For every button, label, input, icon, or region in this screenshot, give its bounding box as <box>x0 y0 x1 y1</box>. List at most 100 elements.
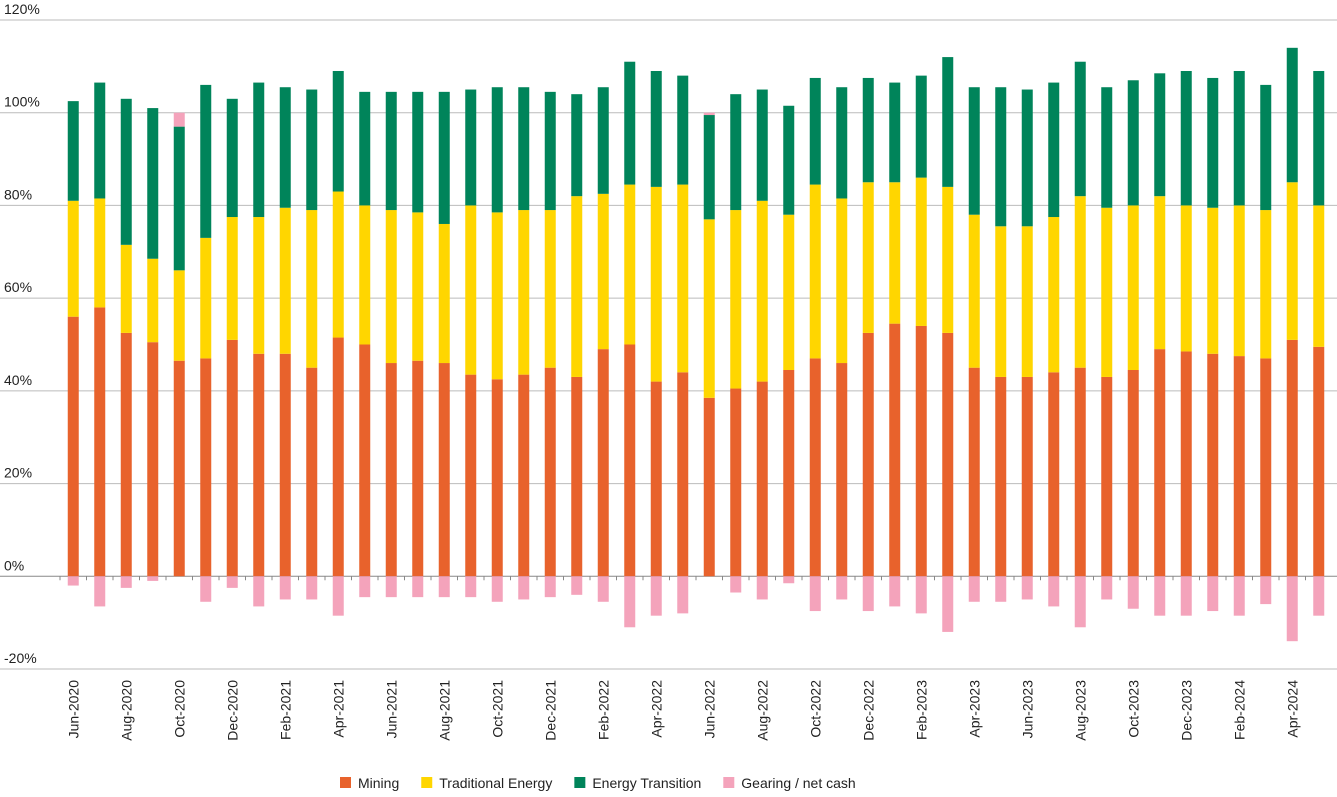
bar-segment <box>1074 576 1086 628</box>
bar-segment <box>518 210 530 375</box>
bar-segment <box>67 101 79 201</box>
legend-swatch <box>340 777 351 788</box>
bar-segment <box>677 372 689 577</box>
bar-segment <box>889 576 901 607</box>
bar-segment <box>1154 196 1166 350</box>
x-tick-label: Feb-2022 <box>595 680 611 740</box>
bar-segment <box>1127 80 1139 206</box>
bar-segment <box>968 367 980 577</box>
bar-segment <box>1207 576 1219 612</box>
bar-segment <box>200 358 212 577</box>
y-tick-label: 100% <box>4 94 40 110</box>
bar-segment <box>1021 89 1033 227</box>
bar-segment <box>862 576 874 612</box>
bar-segment <box>1127 205 1139 370</box>
bar-segment <box>677 184 689 373</box>
bar-segment <box>1260 84 1272 211</box>
bar-segment <box>1180 351 1192 577</box>
bar-segment <box>1101 576 1113 600</box>
bar-segment <box>624 184 636 345</box>
bar-segment <box>279 87 291 208</box>
bar-segment <box>465 205 477 375</box>
bar-segment <box>1180 205 1192 352</box>
bar-segment <box>889 323 901 577</box>
bar-segment <box>1048 372 1060 577</box>
bar-segment <box>1207 207 1219 354</box>
bar-segment <box>518 374 530 577</box>
bar-segment <box>465 89 477 206</box>
bar-segment <box>147 108 159 259</box>
bar-segment <box>1233 70 1245 206</box>
bar-segment <box>968 87 980 215</box>
bar-segment <box>783 369 795 577</box>
legend-label: Energy Transition <box>592 775 701 791</box>
bar-segment <box>94 307 106 577</box>
legend-label: Gearing / net cash <box>741 775 855 791</box>
bar-segment <box>544 210 556 368</box>
bar-segment <box>120 98 132 245</box>
y-tick-label: 120% <box>4 1 40 17</box>
y-tick-label: 20% <box>4 465 32 481</box>
legend-label: Mining <box>358 775 399 791</box>
bar-segment <box>809 358 821 577</box>
bar-segment <box>147 342 159 577</box>
bar-segment <box>544 576 556 598</box>
bar-segment <box>571 376 583 577</box>
bar-segment <box>359 344 371 577</box>
bar-segment <box>809 77 821 185</box>
bar-segment <box>571 576 583 595</box>
bar-segment <box>730 210 742 389</box>
x-tick-label: Jun-2023 <box>1019 680 1035 739</box>
bar-segment <box>1180 70 1192 206</box>
bar-segment <box>624 576 636 628</box>
bar-segment <box>597 349 609 577</box>
bar-segment <box>783 576 795 584</box>
bar-segment <box>942 57 954 187</box>
bar-segment <box>412 91 424 213</box>
bar-segment <box>67 316 79 577</box>
bar-segment <box>173 270 185 361</box>
bar-segment <box>703 115 715 220</box>
x-tick-label: Jun-2021 <box>383 680 399 739</box>
bar-segment <box>306 367 318 577</box>
bar-segment <box>650 576 662 616</box>
x-tick-label: Apr-2022 <box>648 680 664 738</box>
bar-segment <box>995 376 1007 577</box>
bar-segment <box>756 200 768 382</box>
bar-segment <box>1313 70 1325 206</box>
bar-segment <box>385 210 397 364</box>
y-tick-label: -20% <box>4 650 37 666</box>
bar-segment <box>491 379 503 577</box>
bar-segment <box>120 576 132 588</box>
x-tick-label: Apr-2024 <box>1284 680 1300 738</box>
bar-segment <box>120 332 132 577</box>
bar-segment <box>1313 346 1325 577</box>
bar-segment <box>438 223 450 364</box>
bar-segment <box>1260 576 1272 605</box>
x-tick-label: Jun-2020 <box>65 680 81 739</box>
bar-segment <box>200 237 212 359</box>
bar-segment <box>412 360 424 577</box>
bar-segment <box>915 75 927 178</box>
bar-segment <box>597 87 609 194</box>
bar-segment <box>94 82 106 199</box>
bar-segment <box>226 98 238 218</box>
bar-segment <box>624 344 636 577</box>
bar-segment <box>1260 358 1272 577</box>
bar-segment <box>915 177 927 326</box>
bar-segment <box>1233 205 1245 357</box>
bar-segment <box>730 94 742 211</box>
bar-segment <box>650 70 662 187</box>
bar-segment <box>226 576 238 588</box>
bar-segment <box>862 332 874 577</box>
bar-segment <box>173 360 185 577</box>
bar-segment <box>1154 576 1166 616</box>
bar-segment <box>544 91 556 211</box>
x-tick-label: Oct-2021 <box>489 680 505 738</box>
bar-segment <box>147 576 159 581</box>
x-tick-label: Apr-2021 <box>330 680 346 738</box>
bar-segment <box>968 214 980 368</box>
bar-segment <box>571 196 583 377</box>
bar-segment <box>1313 576 1325 616</box>
bar-segment <box>491 87 503 213</box>
